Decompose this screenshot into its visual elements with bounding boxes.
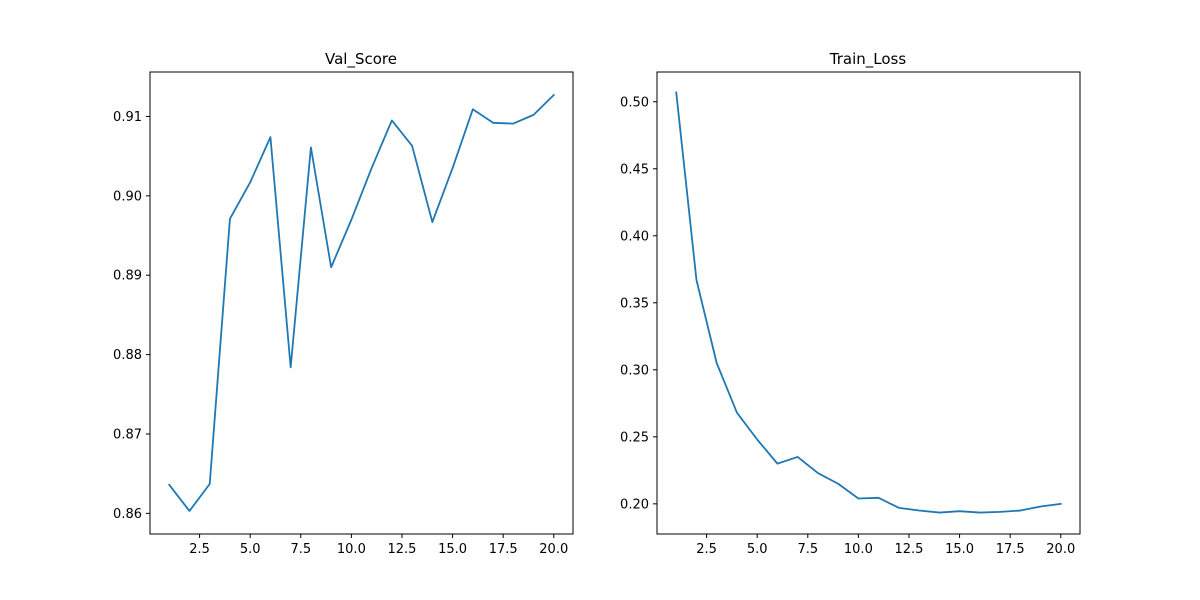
x-tick-label: 2.5 [189,542,210,557]
chart-title: Val_Score [325,50,397,69]
axes-frame [656,71,1081,535]
train-loss-chart: Train_Loss 2.5 5.0 7.5 10.0 12.5 15.0 17.5 20.0… [620,50,1081,557]
y-tick-label: 0.89 [113,269,142,284]
x-tick-label: 20.0 [1046,542,1075,557]
y-tick-label: 0.50 [620,95,649,110]
y-tick-label: 0.88 [113,348,142,363]
chart-title: Train_Loss [829,50,907,69]
x-tick-label: 12.5 [388,542,417,557]
axes-frame [149,71,574,535]
x-tick-label: 20.0 [539,542,568,557]
tick-group: 2.5 5.0 7.5 10.0 12.5 15.0 17.5 20.0 0.86 0.87 0.8… [113,110,568,557]
x-tick-label: 17.5 [489,542,518,557]
x-tick-label: 15.0 [945,542,974,557]
x-tick-label: 15.0 [438,542,467,557]
x-tick-label: 7.5 [290,542,311,557]
val-score-chart: Val_Score 2.5 5.0 7.5 10.0 12.5 15.0 17.5 20.0 0… [113,50,574,557]
x-tick-label: 12.5 [895,542,924,557]
series-group [675,91,1062,514]
x-tick-label: 7.5 [797,542,818,557]
y-tick-label: 0.35 [620,296,649,311]
y-tick-label: 0.90 [113,189,142,204]
x-tick-label: 17.5 [996,542,1025,557]
tick-group: 2.5 5.0 7.5 10.0 12.5 15.0 17.5 20.0 0.20 0.25 0.3… [620,95,1075,557]
y-tick-label: 0.91 [113,110,142,125]
x-tick-label: 2.5 [696,542,717,557]
y-tick-label: 0.86 [113,507,142,522]
y-tick-label: 0.87 [113,427,142,442]
y-tick-label: 0.45 [620,162,649,177]
y-tick-label: 0.30 [620,363,649,378]
x-tick-label: 10.0 [844,542,873,557]
x-tick-label: 5.0 [747,542,768,557]
series-line [167,93,556,512]
y-tick-label: 0.25 [620,430,649,445]
series-line [675,91,1062,514]
x-tick-label: 5.0 [240,542,261,557]
y-tick-label: 0.20 [620,497,649,512]
x-tick-label: 10.0 [337,542,366,557]
series-group [167,93,556,512]
y-tick-label: 0.40 [620,229,649,244]
